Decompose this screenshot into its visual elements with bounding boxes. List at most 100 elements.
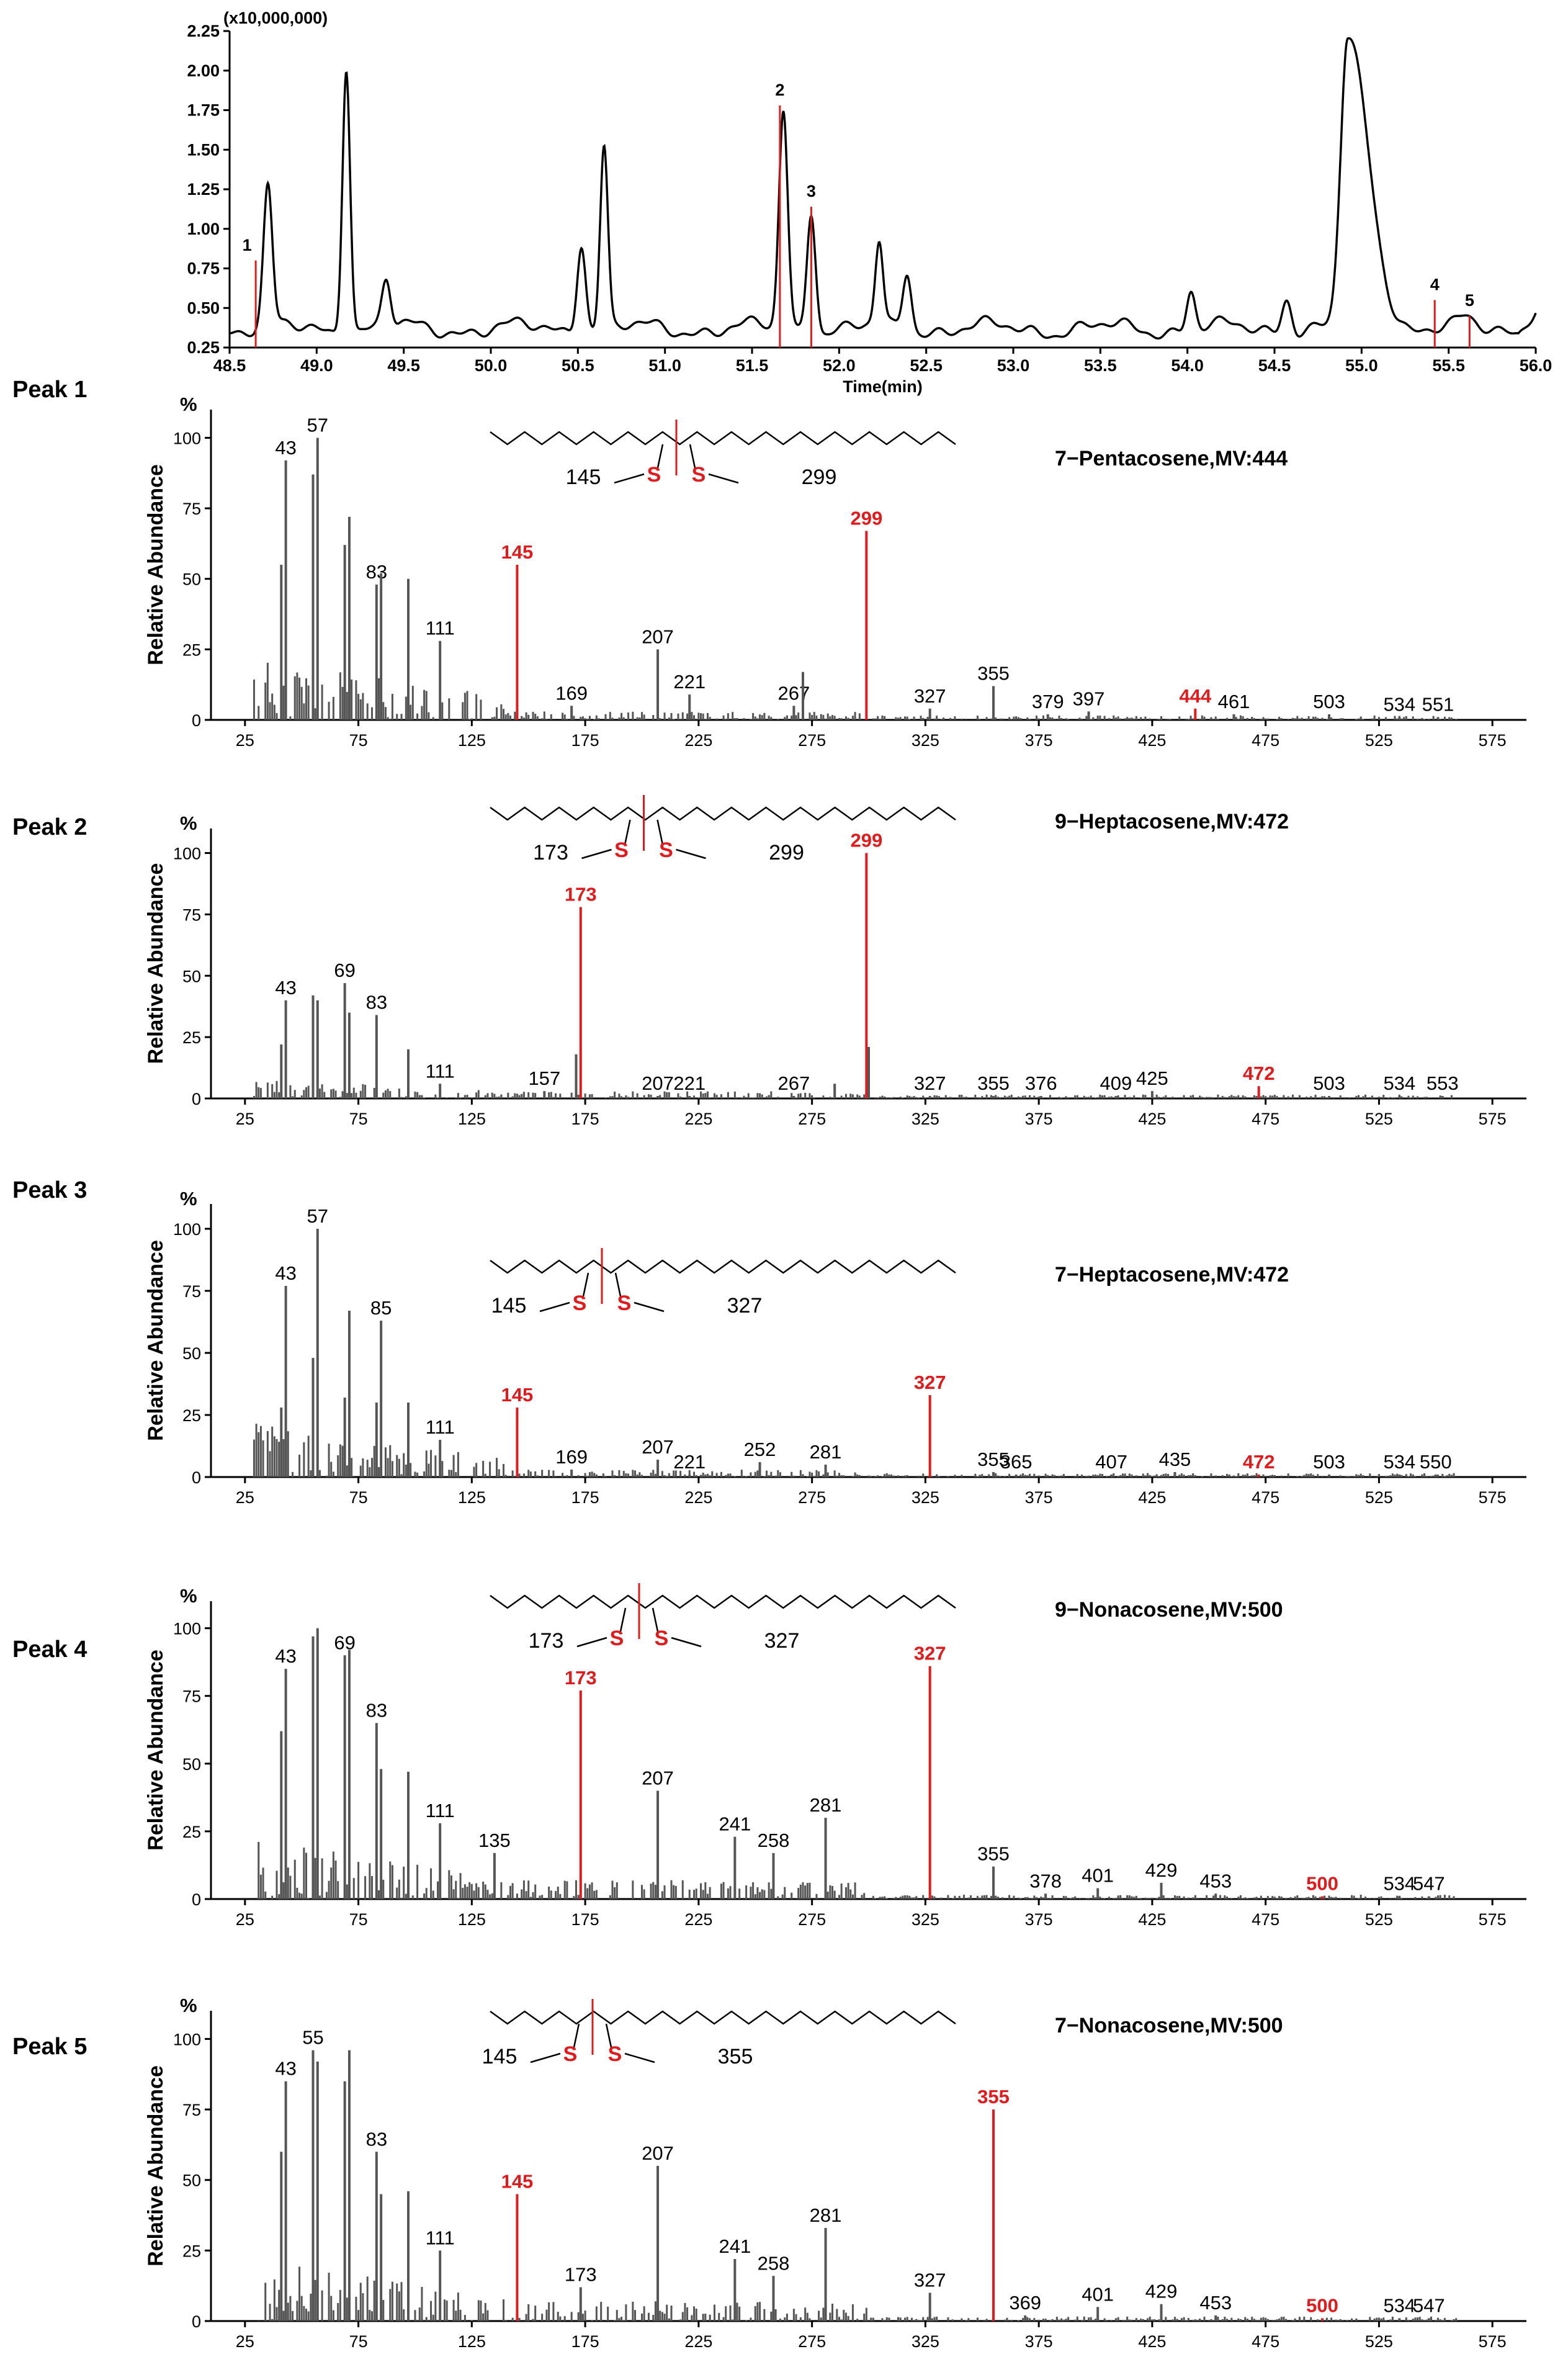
fragment-left: 145: [566, 465, 601, 489]
ms-peak-label: 534: [1383, 2294, 1415, 2316]
ms-peak-label: 444: [1179, 685, 1211, 707]
y-tick-label: 25: [182, 640, 201, 659]
y-unit: %: [180, 1585, 197, 1607]
x-tick-label: 51.0: [648, 356, 681, 375]
x-tick-label: 75: [349, 1110, 368, 1128]
x-tick-label: 55.0: [1345, 356, 1378, 375]
y-axis-label: Relative Abundance: [144, 1240, 168, 1441]
ms-peak-label: 534: [1383, 1072, 1415, 1094]
x-tick-label: 54.0: [1171, 356, 1204, 375]
x-tick-label: 575: [1479, 1488, 1507, 1507]
x-tick-label: 275: [798, 731, 826, 750]
y-axis-label: Relative Abundance: [144, 1650, 168, 1851]
ms-peak-label: 157: [528, 1067, 560, 1089]
ms-peak-label: 267: [778, 682, 810, 704]
ms-peak-label: 407: [1095, 1451, 1127, 1473]
ms-peak-label: 547: [1413, 1873, 1445, 1895]
x-tick-label: 50.0: [475, 356, 508, 375]
x-tick-label: 475: [1252, 1110, 1279, 1128]
ms-peak-label: 173: [565, 884, 597, 905]
x-tick-label: 175: [571, 2332, 599, 2351]
x-tick-label: 375: [1025, 1488, 1053, 1507]
x-tick-label: 375: [1025, 1910, 1053, 1929]
x-tick-label: 53.5: [1084, 356, 1117, 375]
ms-peak-label: 369: [1009, 2292, 1041, 2314]
y-unit: %: [180, 812, 197, 834]
ms-peak-label: 85: [370, 1297, 392, 1319]
y-tick-label: 75: [182, 1282, 201, 1301]
ms-peak-label: 169: [555, 682, 588, 704]
y-tick-label: 50: [182, 1755, 201, 1774]
x-tick-label: 475: [1252, 731, 1279, 750]
ms-peak-label: 43: [275, 1645, 296, 1667]
methyl-bond: [539, 1301, 570, 1313]
ms-peak-label: 145: [501, 1384, 534, 1406]
ms-peak-label: 461: [1218, 691, 1250, 712]
ms-peak-label: 111: [426, 617, 455, 639]
peak-marker-label: 1: [243, 236, 252, 254]
x-tick-label: 425: [1138, 2332, 1166, 2351]
x-tick-label: 575: [1479, 1110, 1507, 1128]
y-tick-label: 75: [182, 500, 201, 518]
ms-peak-label: 409: [1100, 1072, 1132, 1094]
ms-peak-label: 258: [758, 1830, 790, 1851]
ms-peak-label: 145: [501, 2170, 534, 2192]
ms-peak-label: 429: [1145, 1859, 1178, 1881]
y-tick-label: 50: [182, 967, 201, 986]
peak-label: Peak 4: [12, 1637, 87, 1663]
x-tick-label: 275: [798, 2332, 826, 2351]
y-tick-label: 100: [173, 845, 201, 863]
ms-peak-label: 534: [1383, 693, 1415, 715]
ms-peak-label: 57: [307, 414, 328, 436]
ms-peak-label: 500: [1306, 2294, 1338, 2316]
ms-peak-label: 207: [642, 1436, 674, 1458]
x-tick-label: 425: [1138, 1110, 1166, 1128]
molecule-chain: [490, 1594, 956, 1609]
x-tick-label: 25: [236, 1488, 254, 1507]
methyl-bond: [576, 1637, 607, 1648]
x-tick-label: 25: [236, 2332, 254, 2351]
peak-label: Peak 2: [12, 814, 87, 840]
ms-peak-label: 376: [1025, 1072, 1057, 1094]
x-tick-label: 425: [1138, 1910, 1166, 1929]
sulfur-atom: S: [692, 463, 706, 487]
x-tick-label: 175: [571, 1910, 599, 1929]
spectrum-peak-4: Peak 4% Relative Abundance 0 25 50 75 100 25 75 1…: [12, 1583, 1526, 1929]
x-tick-label: 50.5: [562, 356, 594, 375]
x-tick-label: 375: [1025, 1110, 1053, 1128]
ms-peak-label: 173: [565, 1667, 597, 1689]
ms-peak-label: 534: [1383, 1451, 1415, 1473]
ms-peak-label: 43: [275, 437, 296, 459]
x-tick-label: 25: [236, 731, 254, 750]
ms-peak-label: 401: [1082, 2283, 1114, 2305]
y-tick-label: 0: [192, 1468, 201, 1487]
ms-peak-label: 207: [642, 2142, 674, 2164]
ms-peak-label: 453: [1199, 1870, 1232, 1892]
y-axis-label: Relative Abundance: [144, 2065, 168, 2266]
x-tick-label: 525: [1365, 1488, 1393, 1507]
ms-peak-label: 221: [673, 1451, 706, 1473]
y-multiplier: (x10,000,000): [223, 9, 328, 27]
y-tick-label: 1.00: [187, 220, 220, 238]
ms-peak-label: 111: [426, 1800, 455, 1821]
ms-peak-label: 241: [719, 2235, 751, 2257]
x-tick-label: 125: [458, 1488, 486, 1507]
ms-peak-label: 379: [1032, 691, 1064, 712]
x-tick-label: 225: [684, 1488, 712, 1507]
fragment-right: 327: [727, 1294, 763, 1318]
y-tick-label: 0: [192, 1090, 201, 1108]
ms-peak-label: 472: [1243, 1451, 1275, 1473]
ms-peak-label: 355: [977, 1072, 1010, 1094]
ms-peak-label: 534: [1383, 1873, 1415, 1895]
fragment-left: 173: [529, 1629, 564, 1653]
y-tick-label: 25: [182, 1028, 201, 1047]
y-tick-label: 2.25: [187, 22, 220, 40]
x-tick-label: 325: [912, 731, 939, 750]
y-tick-label: 1.50: [187, 140, 220, 159]
bond: [614, 1272, 622, 1297]
sulfur-atom: S: [608, 2042, 622, 2066]
x-tick-label: 75: [349, 731, 368, 750]
ms-peak-label: 267: [778, 1072, 810, 1094]
compound-title: 7−Heptacosene,MV:472: [1055, 1263, 1289, 1287]
ms-peak-label: 327: [914, 1072, 946, 1094]
